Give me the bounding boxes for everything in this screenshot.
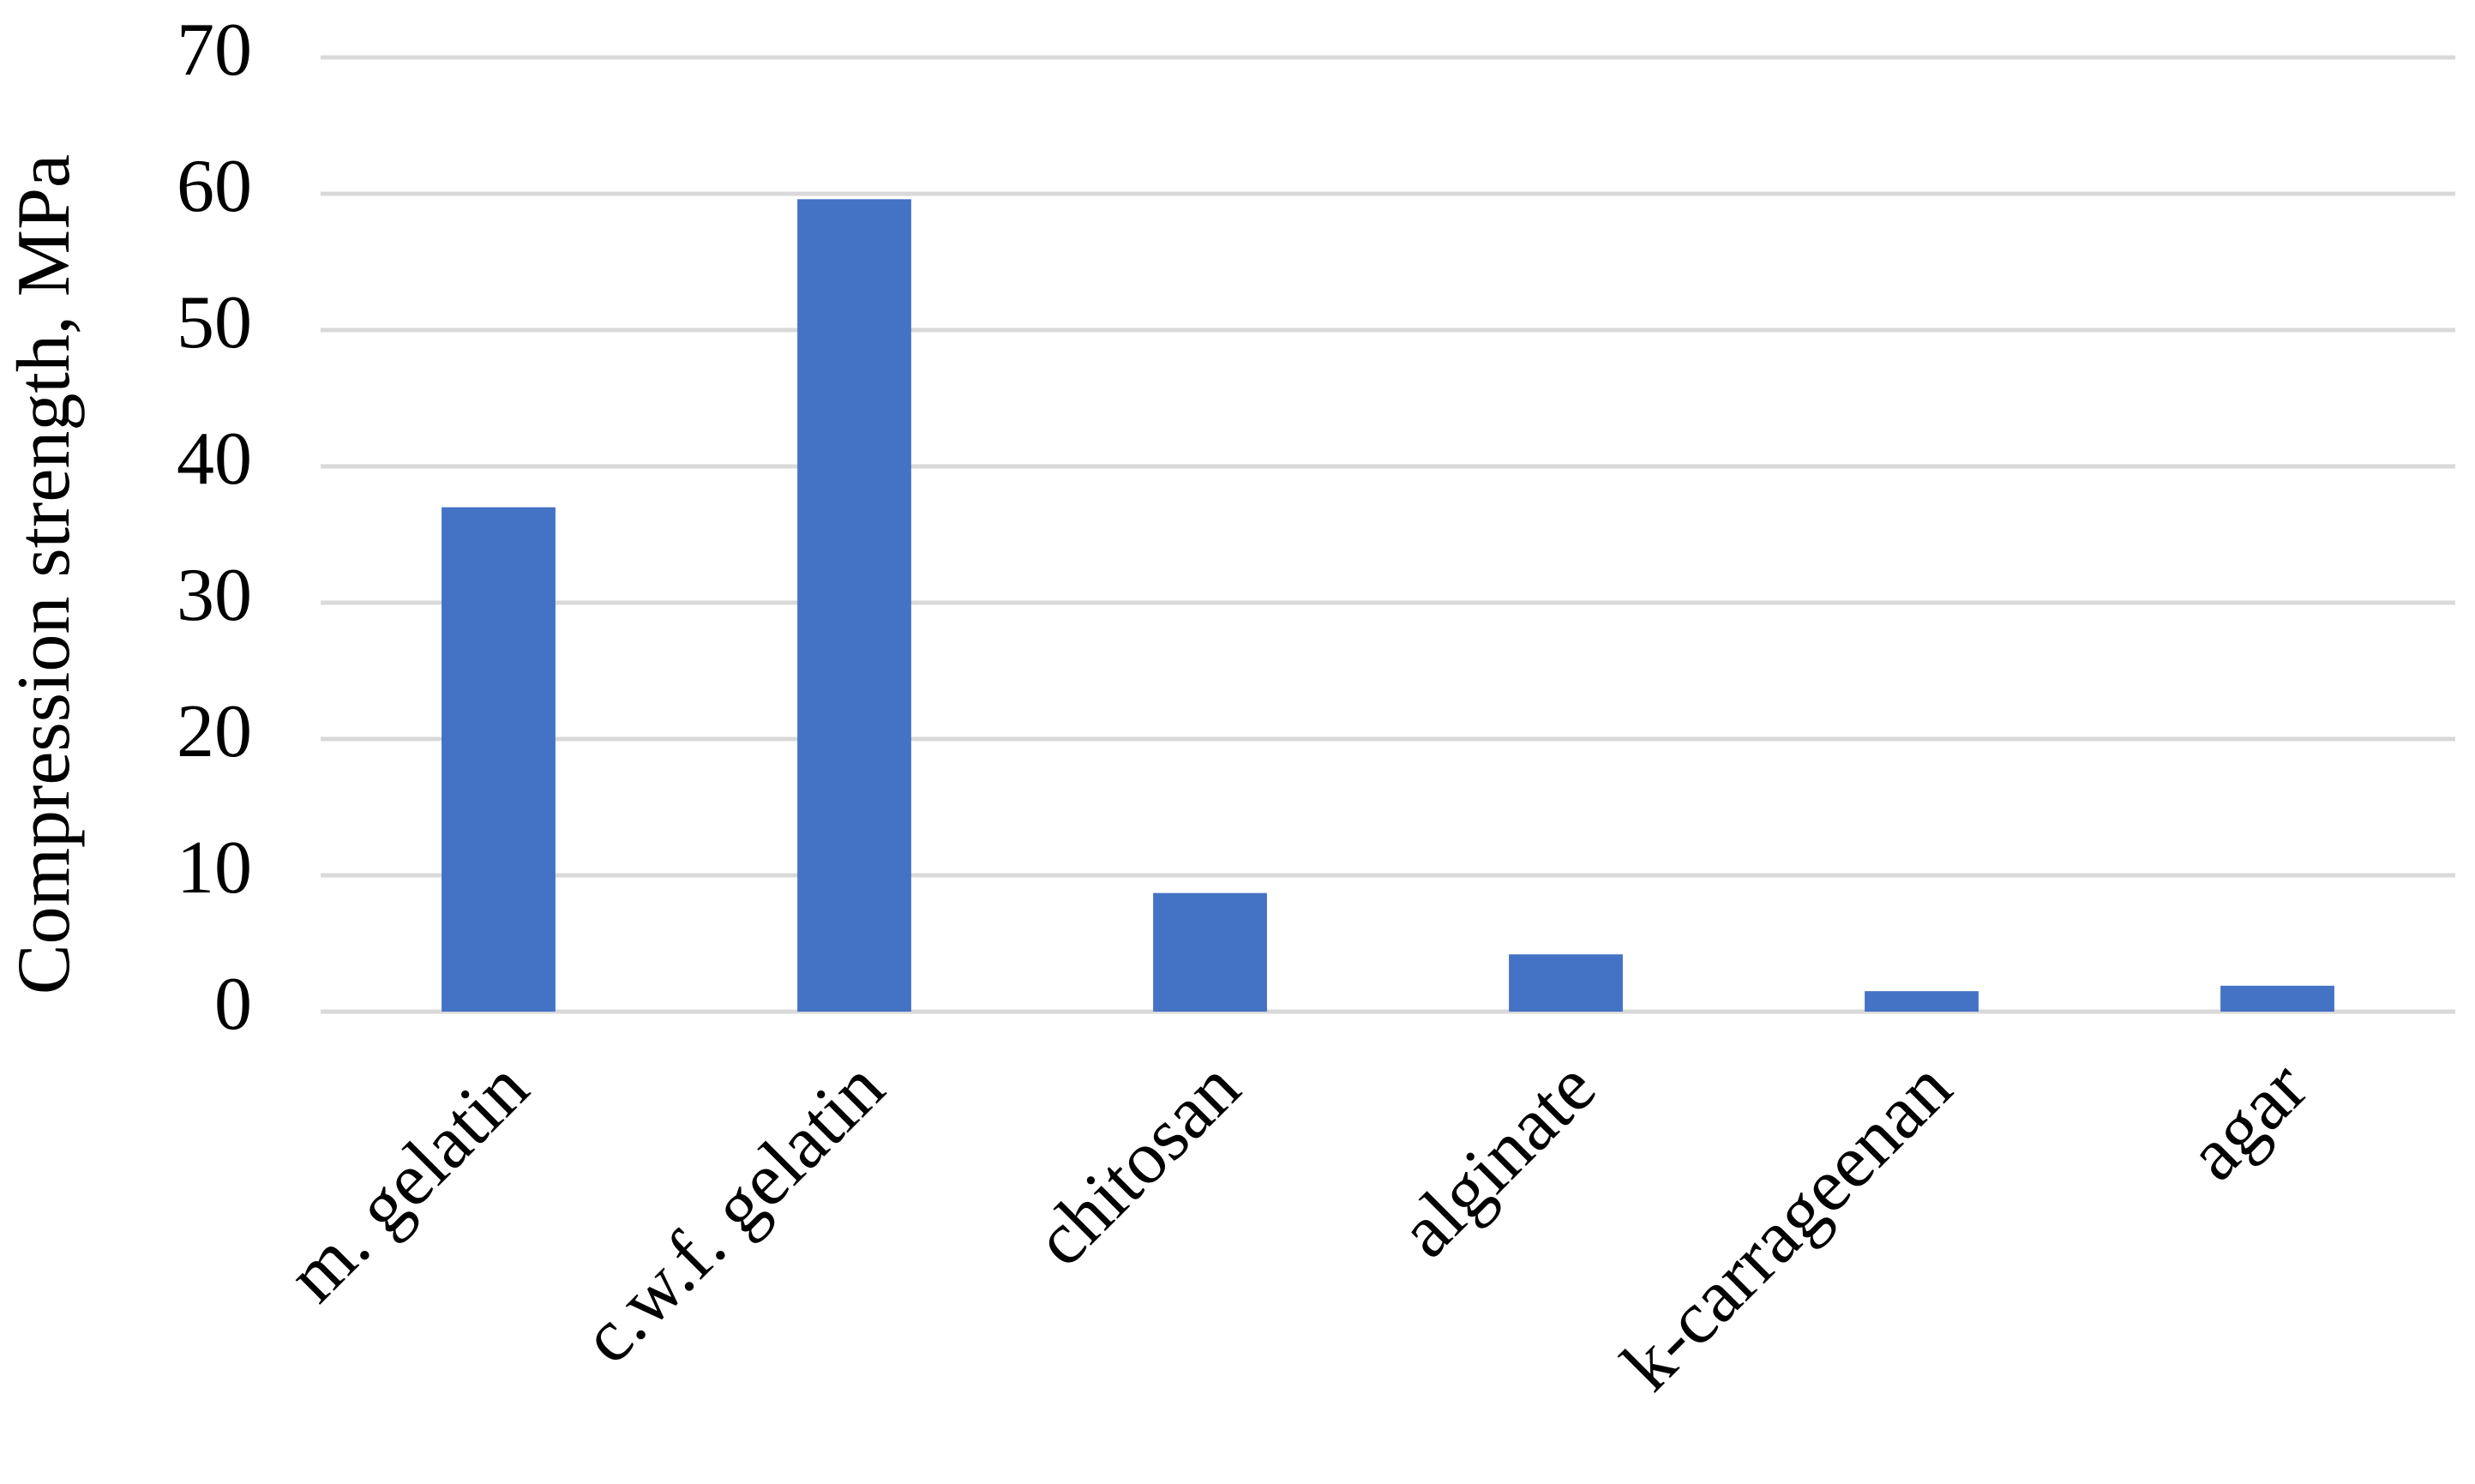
y-axis-label: Compression strength, MPa	[3, 154, 86, 994]
x-tick-label: chitosan	[1019, 1046, 1256, 1283]
bar	[1153, 892, 1267, 1012]
x-tick-label: k-carrageenan	[1607, 1046, 1967, 1407]
y-tick-label: 60	[177, 145, 252, 228]
bar	[1509, 954, 1623, 1012]
y-tick-label: 70	[177, 9, 252, 92]
x-tick-label: c.w.f. gelatin	[567, 1046, 900, 1379]
bar	[797, 199, 911, 1012]
bar	[2220, 985, 2334, 1012]
y-tick-label: 30	[177, 554, 252, 637]
y-tick-label: 50	[177, 281, 252, 364]
y-tick-label: 0	[214, 963, 252, 1046]
x-tick-label: agar	[2172, 1046, 2323, 1197]
bar	[442, 507, 556, 1012]
x-tick-label: m. gelatin	[272, 1046, 544, 1318]
x-tick-label: alginate	[1384, 1046, 1612, 1274]
bar	[1865, 991, 1979, 1012]
y-tick-label: 10	[177, 826, 252, 910]
y-tick-label: 40	[177, 418, 252, 501]
y-tick-label: 20	[177, 690, 252, 773]
